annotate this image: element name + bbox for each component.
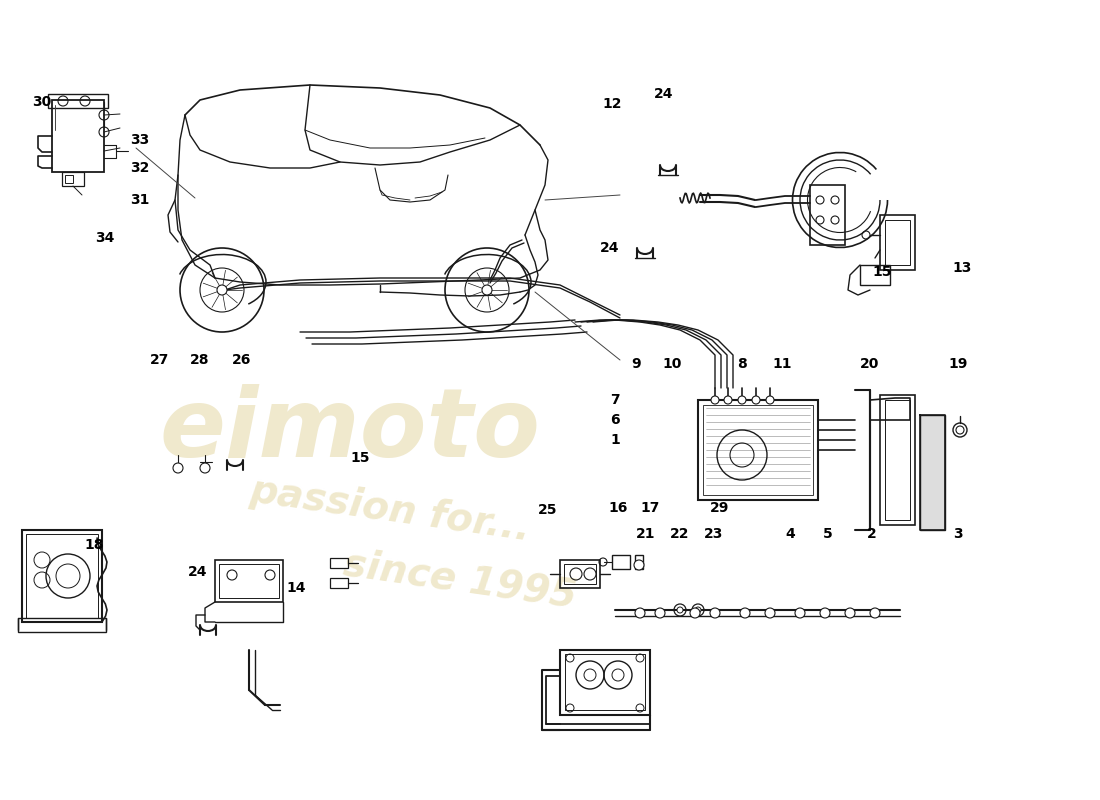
Text: 13: 13	[953, 261, 971, 275]
Text: 27: 27	[151, 353, 169, 367]
Bar	[635, 555, 643, 569]
Circle shape	[816, 196, 824, 204]
Bar	[612, 555, 630, 569]
Text: 16: 16	[608, 501, 628, 515]
Circle shape	[956, 426, 964, 434]
Bar	[698, 400, 818, 500]
Text: 22: 22	[670, 527, 690, 541]
Bar	[18, 618, 106, 632]
Bar	[886, 400, 910, 520]
Text: 12: 12	[603, 97, 622, 111]
Text: 21: 21	[636, 527, 656, 541]
Circle shape	[738, 396, 746, 404]
Circle shape	[217, 285, 227, 295]
Bar	[703, 405, 813, 495]
Text: 20: 20	[860, 357, 880, 371]
Text: since 1995: since 1995	[341, 545, 579, 615]
Text: 1: 1	[610, 433, 620, 447]
Circle shape	[635, 608, 645, 618]
Bar	[565, 654, 645, 710]
Circle shape	[820, 608, 830, 618]
Text: 23: 23	[704, 527, 724, 541]
Bar	[564, 564, 596, 584]
Text: 2: 2	[867, 527, 877, 541]
Circle shape	[634, 560, 643, 570]
Circle shape	[870, 608, 880, 618]
Text: 32: 32	[130, 161, 150, 175]
Circle shape	[482, 285, 492, 295]
Text: 31: 31	[130, 193, 150, 207]
Bar	[886, 220, 910, 265]
Text: eimoto: eimoto	[160, 383, 540, 477]
Circle shape	[612, 669, 624, 681]
Circle shape	[816, 216, 824, 224]
Text: 10: 10	[662, 357, 682, 371]
Circle shape	[200, 463, 210, 473]
Bar	[22, 530, 102, 622]
Bar	[920, 415, 945, 530]
Text: 6: 6	[610, 413, 619, 427]
Text: 9: 9	[631, 357, 641, 371]
Text: 30: 30	[32, 95, 52, 109]
Circle shape	[740, 608, 750, 618]
Bar	[219, 564, 279, 598]
Circle shape	[711, 396, 719, 404]
Circle shape	[752, 396, 760, 404]
Text: 24: 24	[654, 87, 673, 101]
Bar	[330, 558, 348, 568]
Text: 24: 24	[188, 565, 208, 579]
Text: 14: 14	[286, 581, 306, 595]
Bar	[26, 534, 98, 618]
Circle shape	[724, 396, 732, 404]
Text: 33: 33	[131, 133, 150, 147]
Text: 28: 28	[190, 353, 210, 367]
Bar	[810, 185, 845, 245]
Circle shape	[695, 607, 701, 613]
Circle shape	[584, 669, 596, 681]
Circle shape	[173, 463, 183, 473]
Circle shape	[830, 216, 839, 224]
Text: 8: 8	[737, 357, 747, 371]
Circle shape	[766, 396, 774, 404]
Text: 3: 3	[954, 527, 962, 541]
Circle shape	[795, 608, 805, 618]
Text: 5: 5	[823, 527, 833, 541]
Bar	[330, 578, 348, 588]
Text: 7: 7	[610, 393, 619, 407]
Text: 29: 29	[711, 501, 729, 515]
Circle shape	[710, 608, 720, 618]
Text: 34: 34	[96, 231, 114, 245]
Bar	[48, 94, 108, 108]
Text: 11: 11	[772, 357, 792, 371]
Circle shape	[654, 608, 666, 618]
Bar	[214, 560, 283, 602]
Text: passion for...: passion for...	[248, 471, 532, 549]
Text: 15: 15	[872, 265, 892, 279]
Text: 25: 25	[538, 503, 558, 517]
Text: 26: 26	[232, 353, 252, 367]
Circle shape	[845, 608, 855, 618]
Text: 24: 24	[601, 241, 619, 255]
Bar	[560, 650, 650, 715]
Bar	[860, 265, 890, 285]
Circle shape	[690, 608, 700, 618]
Bar	[65, 175, 73, 183]
Circle shape	[676, 607, 683, 613]
Text: 15: 15	[350, 451, 370, 465]
Circle shape	[764, 608, 776, 618]
Bar	[560, 560, 600, 588]
Bar	[880, 215, 915, 270]
Circle shape	[830, 196, 839, 204]
Text: 17: 17	[640, 501, 660, 515]
Bar	[62, 172, 84, 186]
Bar	[52, 100, 104, 172]
Text: 4: 4	[785, 527, 795, 541]
Bar	[880, 395, 915, 525]
Text: 18: 18	[85, 538, 103, 552]
Text: 19: 19	[948, 357, 968, 371]
